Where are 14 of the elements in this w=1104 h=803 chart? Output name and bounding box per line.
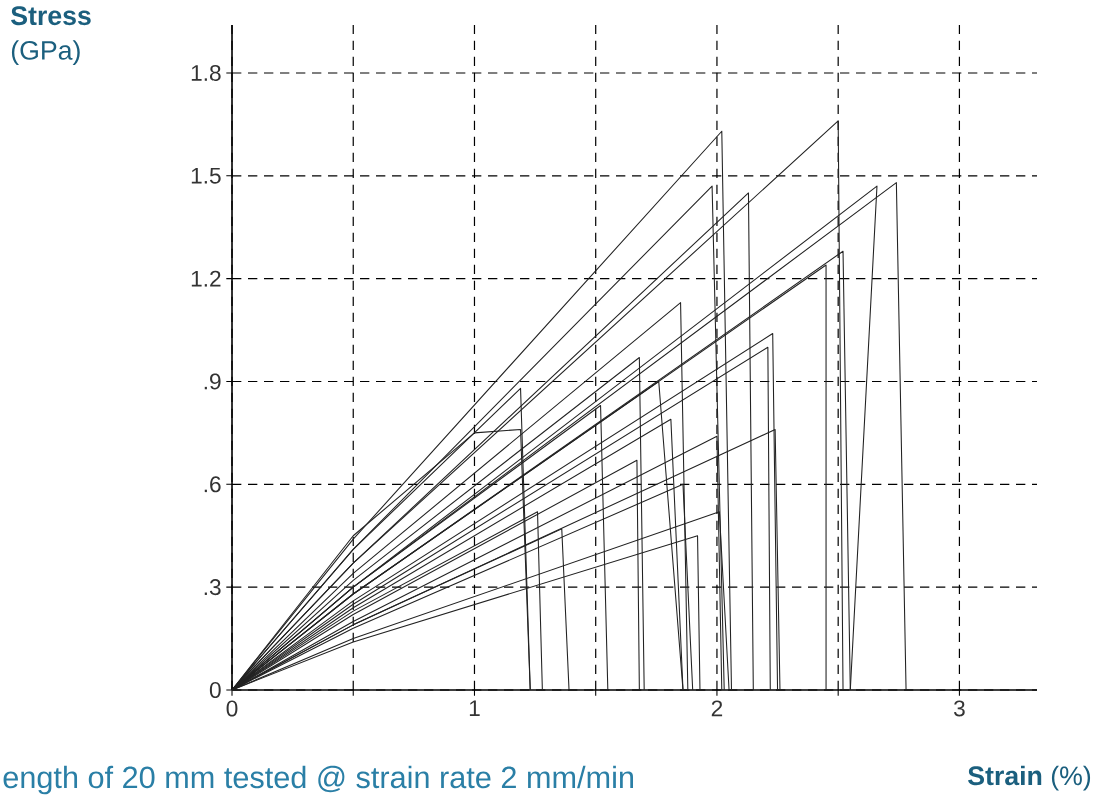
y-tick-label: 1.8 [191, 64, 221, 82]
y-tick-label: 1.5 [191, 167, 221, 184]
text: ength of 20 mm tested @ strain rate 2 mm/min [3, 765, 634, 795]
y-tick-label: .3 [204, 579, 221, 596]
y-tick-label: .6 [204, 476, 221, 493]
y-tick-label: 1.2 [191, 270, 221, 287]
x-tick-label: 1 [469, 700, 480, 716]
x-tick-label: 0 [226, 700, 238, 717]
y-axis-title: Stress (GPa) [11, 6, 91, 66]
y-tick-label: .9 [204, 373, 221, 390]
y-tick-label: 0 [209, 681, 221, 699]
x-tick-label: 2 [711, 700, 723, 717]
x-axis-title: Strain (%) [968, 765, 1091, 791]
x-tick-label: 3 [953, 700, 965, 717]
